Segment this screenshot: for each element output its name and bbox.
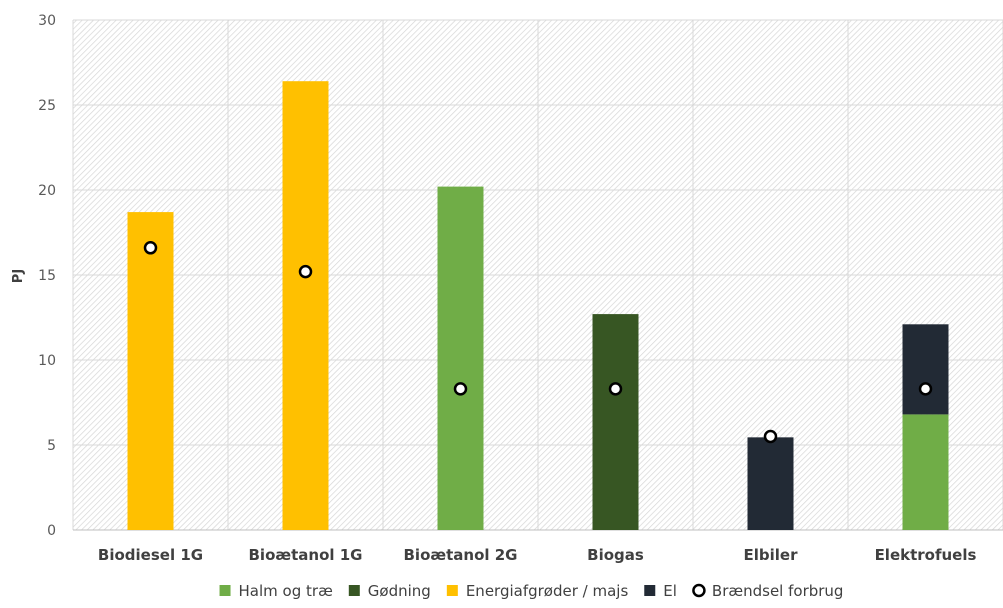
- bar-segment: [282, 81, 329, 530]
- x-category-label: Bioætanol 2G: [404, 546, 518, 564]
- x-category-label: Biogas: [587, 546, 644, 564]
- bar-segment: [902, 324, 949, 415]
- bar-segment: [437, 186, 484, 530]
- marker-point: [298, 264, 313, 279]
- y-tick-label: 10: [38, 353, 56, 369]
- legend-label: Gødning: [368, 582, 431, 600]
- legend: Halm og træ Gødning Energiafgrøder / majs E…: [219, 582, 844, 600]
- y-tick-label: 30: [38, 13, 56, 29]
- bar-segment: [902, 414, 949, 530]
- bar-segment: [592, 314, 639, 530]
- y-tick-label: 15: [38, 268, 56, 284]
- legend-label: Halm og træ: [239, 582, 333, 600]
- marker-point: [143, 241, 158, 255]
- marker-point: [918, 382, 933, 396]
- marker-point: [763, 429, 778, 444]
- markers: [143, 241, 933, 444]
- y-axis-label: PJ: [11, 269, 26, 283]
- y-tick-label: 5: [47, 438, 56, 454]
- y-axis-ticks: 0 5 10 15 20 25 30: [38, 13, 56, 539]
- y-tick-label: 20: [38, 183, 56, 199]
- y-tick-label: 25: [38, 98, 56, 114]
- marker-point: [453, 382, 468, 396]
- legend-label: Energiafgrøder / majs: [466, 582, 629, 600]
- legend-label: Brændsel forbrug: [712, 582, 844, 600]
- category-labels: Biodiesel 1G Bioætanol 1G Bioætanol 2G Biog…: [98, 546, 977, 564]
- gridlines: [72, 19, 1003, 531]
- bars: [127, 81, 949, 530]
- legend-marker: [692, 583, 706, 598]
- y-tick-label: 0: [47, 523, 56, 539]
- legend-swatch: [348, 585, 360, 596]
- bar-segment: [127, 212, 174, 530]
- legend-swatch: [446, 585, 458, 596]
- x-category-label: Bioætanol 1G: [249, 546, 363, 564]
- bar-segment: [747, 437, 794, 530]
- x-category-label: Elbiler: [744, 546, 799, 564]
- x-category-label: Elektrofuels: [875, 546, 977, 564]
- legend-swatch: [219, 585, 231, 596]
- x-category-label: Biodiesel 1G: [98, 546, 203, 564]
- legend-swatch: [644, 585, 656, 596]
- marker-point: [608, 382, 623, 396]
- legend-label: El: [663, 582, 677, 600]
